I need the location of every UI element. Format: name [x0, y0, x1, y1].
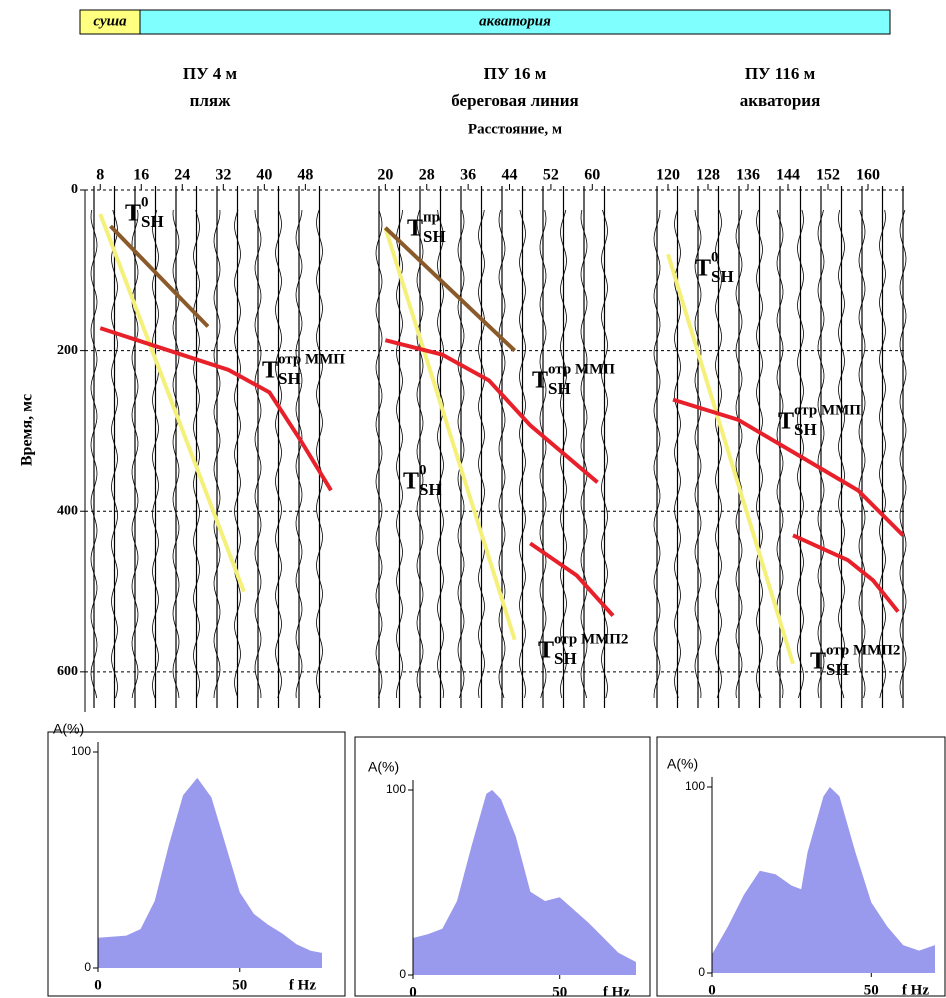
y-tick-label: 0: [698, 965, 705, 979]
annotation-base: T: [538, 638, 554, 664]
annotation-sup: отр ММП: [548, 361, 615, 377]
annotation-sub: SH: [419, 480, 442, 499]
annotation-sub: SH: [794, 420, 817, 439]
x-tick-label: 32: [215, 167, 231, 184]
annotation-sup: 0: [419, 462, 427, 478]
x-tick-label: 16: [133, 167, 149, 184]
y-tick-label: 0: [399, 967, 406, 981]
x-tick-label: 50: [864, 982, 879, 998]
x-tick-label: 8: [96, 167, 104, 184]
y-tick-label: 200: [57, 343, 78, 358]
annotation-base: T: [810, 649, 826, 675]
x-axis-label: f Hz: [289, 977, 316, 993]
x-tick-label: 24: [174, 167, 190, 184]
spectrum-area: [413, 790, 636, 975]
annotation-base: T: [403, 469, 419, 495]
annotation-sup: отр ММП2: [826, 642, 900, 658]
y-tick-label: 100: [685, 779, 705, 793]
trace-wiggle: [255, 210, 261, 698]
y-axis-label: A(%): [368, 759, 399, 775]
x-tick-label: 0: [708, 982, 716, 998]
x-tick-label: 0: [409, 984, 417, 998]
x-tick-label: 144: [776, 167, 800, 184]
x-tick-label: 52: [543, 167, 559, 184]
x-tick-label: 60: [584, 167, 600, 184]
spectrum-area: [712, 787, 935, 973]
x-tick-label: 136: [736, 167, 760, 184]
x-tick-label: 20: [377, 167, 393, 184]
annotation-base: T: [778, 409, 794, 435]
x-tick-label: 152: [816, 167, 840, 184]
annotation-base: T: [262, 358, 278, 384]
x-tick-label: 36: [460, 167, 476, 184]
annotation-sub: SH: [711, 267, 734, 286]
annotation-sub: SH: [423, 227, 446, 246]
x-tick-label: 48: [297, 167, 313, 184]
annotation-sub: SH: [554, 649, 577, 668]
annotation-sup: 0: [141, 194, 149, 210]
water-label: акватория: [479, 13, 551, 29]
annotation-sup: отр ММП: [278, 351, 345, 367]
x-tick-label: 40: [256, 167, 272, 184]
land-label: суша: [93, 13, 127, 29]
y-tick-label: 100: [71, 744, 91, 758]
y-axis-label: Время, мс: [19, 394, 36, 466]
x-axis-label: Расстояние, м: [468, 121, 562, 137]
trace-wiggle: [654, 210, 660, 698]
panel-subtitle: пляж: [190, 91, 232, 110]
y-tick-label: 0: [84, 960, 91, 974]
annotation-sup: отр ММП2: [554, 631, 628, 647]
annotation-sup: пр: [423, 209, 440, 225]
y-tick-label: 600: [57, 664, 78, 679]
y-axis-label: A(%): [53, 721, 84, 737]
x-tick-label: 160: [856, 167, 880, 184]
annotation-sub: SH: [548, 379, 571, 398]
panel-subtitle: береговая линия: [451, 91, 578, 110]
y-axis-label: A(%): [667, 756, 698, 772]
annotation-sup: 0: [711, 249, 719, 265]
annotation-base: T: [532, 368, 548, 394]
x-tick-label: 0: [94, 977, 102, 993]
panel-title: ПУ 16 м: [484, 64, 547, 83]
annotation-sub: SH: [141, 212, 164, 231]
y-tick-label: 100: [386, 782, 406, 796]
travel-time-line: [668, 254, 793, 664]
x-tick-label: 28: [419, 167, 435, 184]
x-tick-label: 44: [502, 167, 518, 184]
y-tick-label: 400: [57, 503, 78, 518]
x-tick-label: 128: [696, 167, 720, 184]
annotation-sub: SH: [826, 660, 849, 679]
travel-time-line: [100, 214, 244, 591]
x-axis-label: f Hz: [902, 982, 929, 998]
annotation-base: T: [125, 201, 141, 227]
annotation-sup: отр ММП: [794, 402, 861, 418]
x-axis-label: f Hz: [603, 984, 630, 998]
annotation-base: T: [407, 216, 423, 242]
panel-title: ПУ 4 м: [183, 64, 238, 83]
x-tick-label: 120: [656, 167, 680, 184]
y-tick-label: 0: [71, 182, 78, 197]
panel-title: ПУ 116 м: [745, 64, 816, 83]
x-tick-label: 50: [232, 977, 247, 993]
annotation-sub: SH: [278, 369, 301, 388]
annotation-base: T: [695, 256, 711, 282]
panel-subtitle: акватория: [740, 91, 821, 110]
x-tick-label: 50: [552, 984, 567, 998]
figure: суша акватория ПУ 4 м пляж Время, мс 8 16 24 3…: [0, 0, 946, 998]
spectrum-area: [98, 778, 322, 968]
